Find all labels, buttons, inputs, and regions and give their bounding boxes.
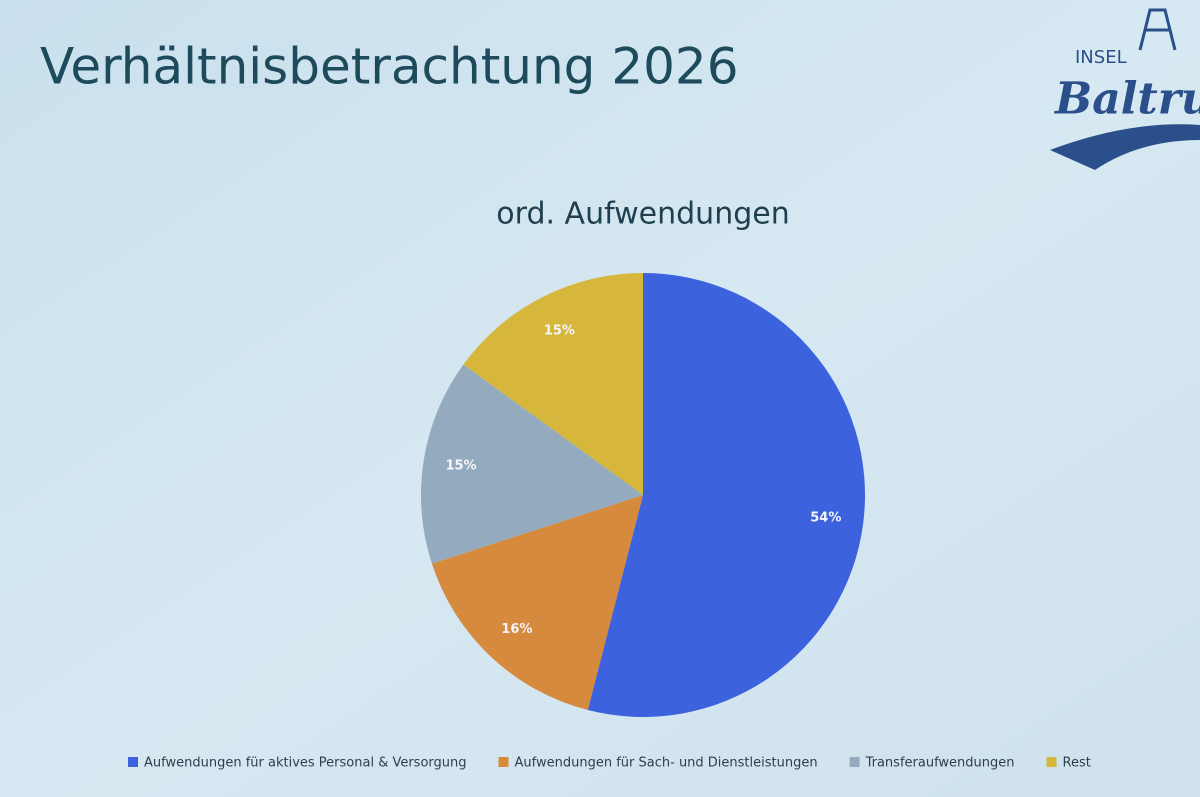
legend-label: Transferaufwendungen — [865, 756, 1015, 771]
slice-label: 54% — [810, 511, 841, 526]
logo-tower — [1138, 8, 1177, 51]
logo-top: INSEL — [1075, 47, 1127, 68]
legend-label: Aufwendungen für aktives Personal & Vers… — [144, 756, 467, 771]
logo-script: Baltru — [1053, 74, 1200, 125]
chart-title: ord. Aufwendungen — [496, 197, 789, 232]
legend-swatch — [498, 757, 509, 767]
slice-label: 16% — [501, 622, 532, 637]
pie: 54% 16% 15% 15% — [421, 273, 865, 717]
pie-slice — [463, 273, 643, 495]
logo: INSEL Baltru — [1050, 8, 1200, 170]
legend: Aufwendungen für aktives Personal & Vers… — [128, 756, 1091, 771]
legend-swatch — [1046, 757, 1057, 767]
legend-label: Rest — [1063, 756, 1091, 771]
legend-label: Aufwendungen für Sach- und Dienstleistun… — [515, 756, 818, 771]
legend-swatch — [128, 757, 138, 767]
pie-slice — [421, 364, 643, 564]
slice-label: 15% — [544, 323, 575, 338]
logo-swoosh — [1050, 124, 1200, 170]
pie-slice — [431, 495, 643, 711]
legend-swatch — [849, 757, 860, 767]
slide-title: Verhältnisbetrachtung 2026 — [40, 38, 739, 96]
slice-label: 15% — [445, 459, 476, 474]
pie-slice — [587, 273, 865, 717]
